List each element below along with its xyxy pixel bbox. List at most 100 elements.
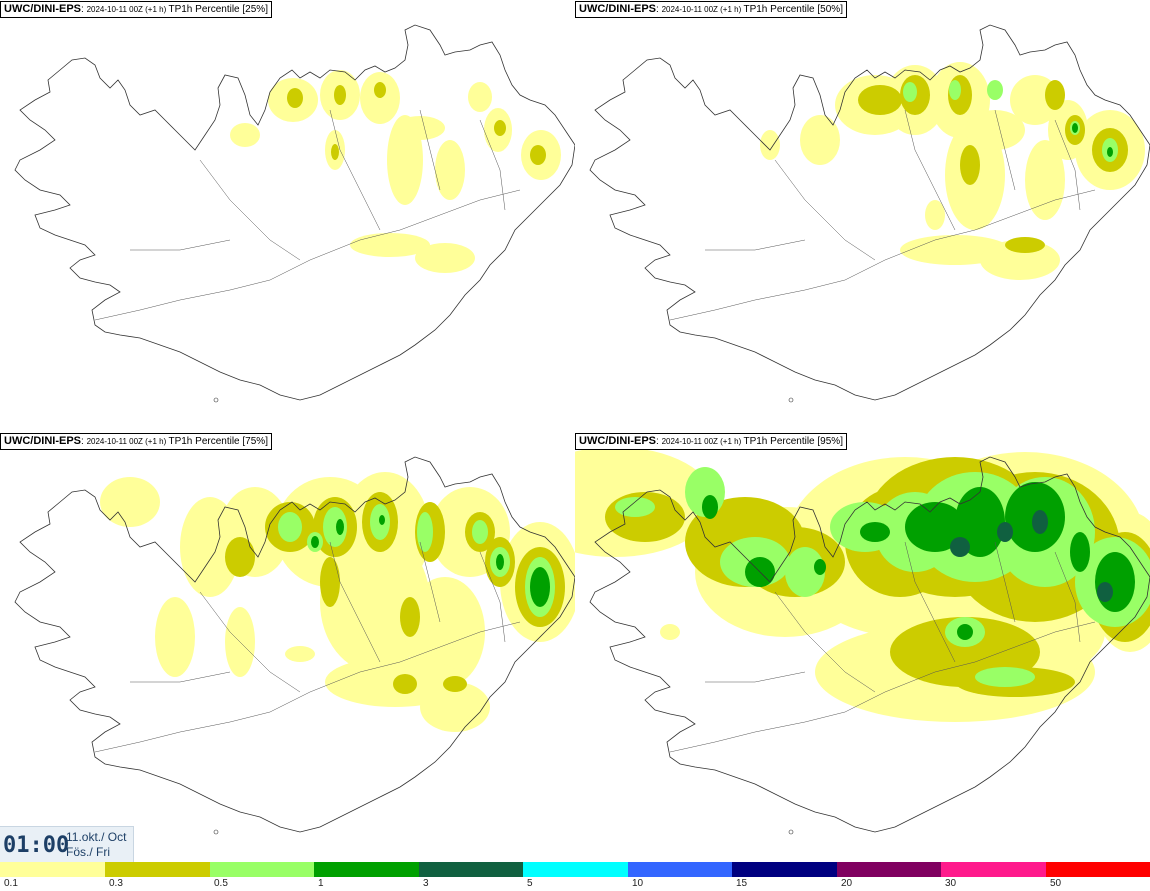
precip-area	[1095, 552, 1135, 612]
legend-tick-label: 30	[945, 878, 957, 889]
precip-area	[320, 532, 430, 672]
precip-field-p25	[230, 70, 561, 273]
precip-area	[1072, 123, 1078, 133]
valid-time-box: 01:00 11.okt./ Oct Fös./ Fri	[0, 826, 134, 863]
precip-area	[1070, 532, 1090, 572]
precip-area	[957, 624, 973, 640]
islet	[788, 829, 794, 835]
title-separator: :	[81, 4, 87, 15]
precip-area	[860, 522, 890, 542]
field-label: TP1h Percentile [25%]	[168, 4, 268, 15]
precip-area	[331, 144, 339, 160]
model-name: UWC/DINI-EPS	[579, 3, 656, 15]
coastline	[589, 456, 1150, 833]
precip-area	[287, 88, 303, 108]
precip-area	[997, 522, 1013, 542]
islet	[213, 829, 219, 835]
precip-area	[1107, 147, 1113, 157]
precip-area	[903, 82, 917, 102]
precip-area	[415, 243, 475, 273]
precip-area	[987, 80, 1003, 100]
precip-area	[1045, 80, 1065, 110]
title-separator: :	[81, 436, 87, 447]
precip-area	[417, 512, 433, 552]
precip-area	[323, 507, 347, 547]
run-time: 2024-10-11 00Z (+1 h)	[86, 437, 169, 446]
panel-title: UWC/DINI-EPS: 2024-10-11 00Z (+1 h) TP1h…	[0, 433, 272, 450]
precip-area	[955, 487, 1005, 557]
run-time: 2024-10-11 00Z (+1 h)	[661, 437, 744, 446]
precip-area	[814, 559, 826, 575]
precip-area	[975, 667, 1035, 687]
legend-tick-label: 0.3	[109, 878, 123, 889]
precip-area	[155, 597, 195, 677]
map-panel-p95: UWC/DINI-EPS: 2024-10-11 00Z (+1 h) TP1h…	[575, 432, 1150, 864]
precip-area	[379, 515, 385, 525]
roads-rivers	[669, 109, 1096, 321]
roads-rivers	[94, 541, 521, 753]
precip-area	[311, 536, 319, 548]
valid-time-clock: 01:00	[3, 833, 70, 858]
legend-swatch	[105, 862, 210, 877]
precip-field-p75	[100, 472, 575, 732]
precip-area	[400, 597, 420, 637]
precip-area	[320, 557, 340, 607]
color-legend: 0.1 0.3 0.5 1 3 5 10 15 20 30 50	[0, 862, 1150, 891]
precip-area	[702, 495, 718, 519]
legend-swatch	[732, 862, 837, 877]
precip-area	[393, 674, 417, 694]
valid-time-date: 11.okt./ Oct Fös./ Fri	[66, 830, 126, 860]
legend-swatch	[628, 862, 732, 877]
precip-area	[950, 537, 970, 557]
precip-area	[785, 547, 825, 597]
precip-area	[496, 554, 504, 570]
precip-area	[230, 123, 260, 147]
legend-tick-label: 50	[1050, 878, 1062, 889]
precip-area	[334, 85, 346, 105]
legend-tick-label: 0.5	[214, 878, 228, 889]
precip-area	[472, 520, 488, 544]
panel-title: UWC/DINI-EPS: 2024-10-11 00Z (+1 h) TP1h…	[0, 1, 272, 18]
title-separator: :	[656, 4, 662, 15]
legend-swatch	[941, 862, 1046, 877]
precip-area	[1025, 140, 1065, 220]
precip-area	[1032, 510, 1048, 534]
precip-area	[1005, 237, 1045, 253]
coastline	[14, 456, 575, 833]
legend-tick-label: 1	[318, 878, 324, 889]
model-name: UWC/DINI-EPS	[4, 435, 81, 447]
precip-area	[494, 120, 506, 136]
precip-area	[949, 80, 961, 100]
title-separator: :	[656, 436, 662, 447]
run-time: 2024-10-11 00Z (+1 h)	[86, 5, 169, 14]
valid-date-line1: 11.okt./ Oct	[66, 830, 127, 844]
legend-swatches	[0, 862, 1150, 877]
legend-swatch	[1046, 862, 1150, 877]
coastline	[589, 24, 1150, 401]
precip-area	[1097, 582, 1113, 602]
field-label: TP1h Percentile [50%]	[743, 4, 843, 15]
legend-tick-label: 3	[423, 878, 429, 889]
islet	[213, 397, 219, 403]
precip-area	[225, 537, 255, 577]
legend-tick-label: 5	[527, 878, 533, 889]
precip-field-p95	[575, 447, 1150, 722]
map-panel-p25: UWC/DINI-EPS: 2024-10-11 00Z (+1 h) TP1h…	[0, 0, 575, 432]
legend-tick-label: 0.1	[4, 878, 18, 889]
map-panel-p75: UWC/DINI-EPS: 2024-10-11 00Z (+1 h) TP1h…	[0, 432, 575, 864]
precip-area	[858, 85, 902, 115]
precip-area	[285, 646, 315, 662]
precip-area	[965, 110, 1025, 150]
precip-area	[960, 145, 980, 185]
legend-tick-label: 15	[736, 878, 748, 889]
precip-area	[350, 233, 430, 257]
precip-area	[395, 116, 445, 140]
field-label: TP1h Percentile [95%]	[743, 436, 843, 447]
map-p95	[575, 447, 1150, 835]
model-name: UWC/DINI-EPS	[4, 3, 81, 15]
map-p75	[14, 456, 575, 835]
legend-swatch	[837, 862, 941, 877]
precip-area	[850, 650, 900, 670]
roads-rivers	[669, 541, 1096, 753]
precip-area	[530, 567, 550, 607]
